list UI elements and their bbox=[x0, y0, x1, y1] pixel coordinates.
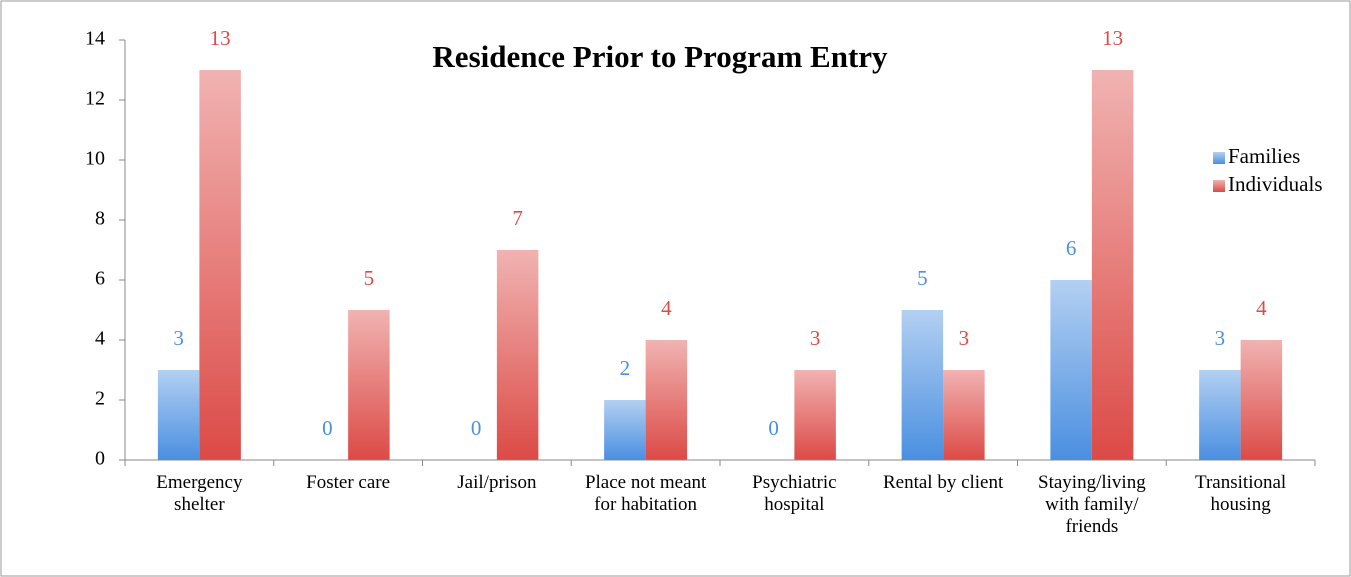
x-tick-label: Emergency shelter bbox=[156, 472, 243, 515]
data-label: 0 bbox=[471, 416, 482, 440]
x-tick-label: Place not meant for habitation bbox=[584, 472, 707, 515]
bar bbox=[1091, 70, 1134, 460]
y-tick-label: 10 bbox=[85, 148, 105, 170]
data-label: 5 bbox=[364, 266, 375, 290]
x-tick-label: Foster care bbox=[306, 472, 391, 493]
bar bbox=[1240, 340, 1283, 460]
data-label: 0 bbox=[768, 416, 779, 440]
bar bbox=[943, 370, 985, 460]
data-label: 4 bbox=[1256, 296, 1267, 320]
x-tick-label: Transitional housing bbox=[1195, 472, 1287, 515]
legend-label: Individuals bbox=[1228, 172, 1323, 196]
data-label: 6 bbox=[1066, 236, 1077, 260]
data-label: 2 bbox=[620, 356, 631, 380]
bar bbox=[645, 340, 688, 460]
bar bbox=[1199, 370, 1241, 460]
x-tick-label: Staying/living with family/ friends bbox=[1038, 472, 1146, 537]
x-tick-label: Rental by client bbox=[882, 472, 1004, 493]
bar bbox=[348, 310, 390, 460]
y-tick-label: 8 bbox=[95, 208, 105, 230]
data-label: 7 bbox=[512, 206, 523, 230]
y-tick-label: 12 bbox=[85, 88, 105, 110]
legend-label: Families bbox=[1228, 144, 1300, 168]
bar bbox=[199, 70, 241, 460]
bar bbox=[794, 370, 836, 460]
y-tick-label: 4 bbox=[95, 328, 105, 350]
bar bbox=[604, 400, 646, 460]
y-tick-label: 6 bbox=[95, 268, 105, 290]
data-label: 4 bbox=[661, 296, 672, 320]
bar bbox=[1050, 280, 1092, 460]
data-label: 13 bbox=[210, 26, 231, 50]
data-label: 5 bbox=[917, 266, 928, 290]
y-tick-label: 2 bbox=[95, 388, 105, 410]
data-label: 3 bbox=[1215, 326, 1226, 350]
y-tick-label: 0 bbox=[95, 448, 105, 470]
y-tick-label: 14 bbox=[85, 28, 105, 50]
legend-swatch bbox=[1213, 180, 1225, 192]
legend-swatch bbox=[1213, 152, 1225, 164]
data-label: 3 bbox=[173, 326, 184, 350]
bar bbox=[901, 310, 944, 460]
x-tick-label: Jail/prison bbox=[457, 472, 537, 493]
data-label: 3 bbox=[810, 326, 821, 350]
data-label: 0 bbox=[322, 416, 333, 440]
chart-title: Residence Prior to Program Entry bbox=[432, 39, 888, 74]
data-label: 3 bbox=[959, 326, 970, 350]
data-label: 13 bbox=[1102, 26, 1123, 50]
x-tick-label: Psychiatric hospital bbox=[752, 472, 837, 515]
bar bbox=[157, 370, 200, 460]
bar bbox=[496, 250, 539, 460]
